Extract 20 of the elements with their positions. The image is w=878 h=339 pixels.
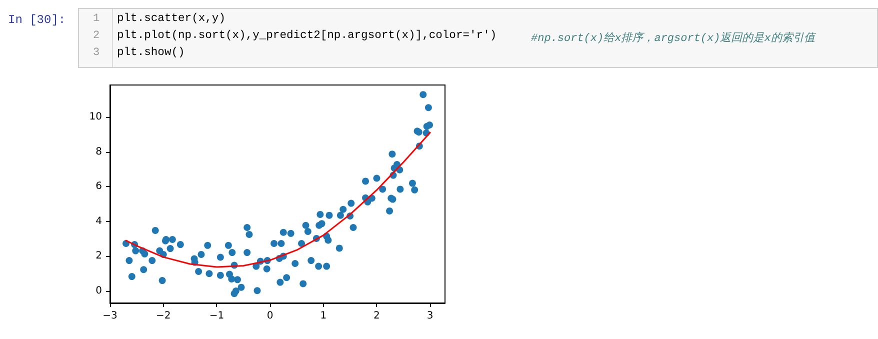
x-tick-label: −1 xyxy=(209,310,224,322)
text: plt.show() xyxy=(117,47,185,59)
text: 3 xyxy=(93,47,100,59)
x-tick-label: 1 xyxy=(320,310,327,322)
x-tick-label: −3 xyxy=(102,310,118,322)
y-tick-label: 6 xyxy=(96,181,102,192)
text: #np.sort(x)给x排序，argsort(x)返回的是x的索引值 xyxy=(531,30,815,45)
y-tick-label: 8 xyxy=(96,146,102,158)
x-tick-label: 3 xyxy=(426,310,434,322)
y-tick-label: 4 xyxy=(96,216,102,227)
text: In [30]: xyxy=(8,13,66,27)
x-tick-label: −2 xyxy=(156,310,171,322)
text: 1 xyxy=(93,13,100,25)
x-tick-label: 0 xyxy=(266,310,274,322)
y-tick-label: 10 xyxy=(89,112,102,123)
text: plt.plot(np.sort(x),y_predict2[np.argsort(x)],color='r') xyxy=(117,30,497,42)
x-tick-label: 2 xyxy=(374,310,380,322)
text: plt.scatter(x,y) xyxy=(117,13,226,25)
y-tick-label: 0 xyxy=(96,285,102,296)
y-tick-label: 2 xyxy=(96,250,102,262)
